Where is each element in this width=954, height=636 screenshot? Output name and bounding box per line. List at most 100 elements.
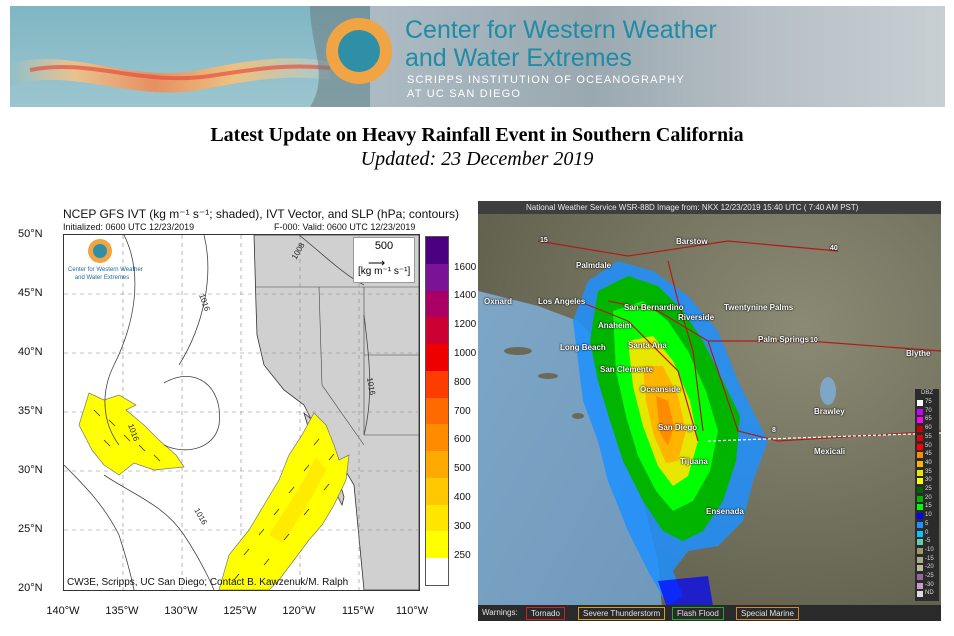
dbz-legend-row: 70 bbox=[917, 408, 937, 415]
reference-vector-value: 500 bbox=[374, 240, 394, 252]
city-label: Anaheim bbox=[598, 321, 632, 330]
dbz-legend-row: -15 bbox=[917, 556, 937, 563]
slp-contour-label: 1016 bbox=[197, 293, 212, 313]
warning-severe-thunderstorm: Severe Thunderstorm bbox=[578, 607, 666, 620]
dbz-value-label: 60 bbox=[925, 425, 932, 432]
dbz-color-swatch bbox=[917, 434, 923, 441]
dbz-value-label: -15 bbox=[925, 555, 934, 562]
dbz-color-swatch bbox=[917, 591, 923, 598]
dbz-value-label: 75 bbox=[925, 399, 932, 405]
dbz-value-label: 5 bbox=[925, 520, 929, 527]
radar-map-graphic bbox=[478, 201, 941, 621]
dbz-value-label: 45 bbox=[925, 451, 932, 458]
dbz-value-label: 15 bbox=[925, 503, 932, 510]
city-label: Twentynine Palms bbox=[724, 303, 794, 312]
city-label: Ensenada bbox=[706, 507, 744, 516]
dbz-value-label: -20 bbox=[925, 564, 934, 571]
city-label: Blythe bbox=[906, 349, 931, 358]
header-banner: Center for Western Weather and Water Ext… bbox=[10, 6, 945, 107]
city-label: Los Angeles bbox=[538, 297, 586, 306]
dbz-color-swatch bbox=[917, 530, 923, 537]
ivt-map-credit: CW3E, Scripps, UC San Diego; Contact B. … bbox=[67, 577, 349, 588]
warnings-label: Warnings: bbox=[482, 608, 518, 617]
dbz-value-label: 55 bbox=[925, 433, 932, 440]
dbz-legend-row: -20 bbox=[917, 564, 937, 572]
dbz-color-swatch bbox=[917, 574, 923, 580]
lon-label: 110°W bbox=[395, 605, 429, 617]
city-label: Riverside bbox=[678, 313, 715, 322]
dbz-value-label: 10 bbox=[925, 512, 932, 519]
banner-subtitle-line2: AT UC SAN DIEGO bbox=[407, 88, 522, 100]
ivt-map-plot: 1016 1008 1016 1016 1016 Center for West… bbox=[63, 234, 420, 591]
ivt-valid-time: F-000: Valid: 0600 UTC 12/23/2019 bbox=[274, 222, 416, 232]
dbz-legend-row: 10 bbox=[917, 512, 937, 520]
dbz-value-label: -30 bbox=[925, 581, 934, 588]
colorbar-segment bbox=[426, 370, 448, 398]
ivt-forecast-map: NCEP GFS IVT (kg m⁻¹ s⁻¹; shaded), IVT V… bbox=[0, 201, 476, 631]
dbz-color-swatch bbox=[917, 495, 923, 502]
lon-label: 125°W bbox=[223, 605, 257, 617]
dbz-legend-row: 20 bbox=[917, 495, 937, 502]
colorbar-segment bbox=[426, 344, 448, 371]
dbz-color-swatch bbox=[917, 547, 923, 554]
lon-label: 140°W bbox=[46, 605, 80, 617]
colorbar-segment bbox=[426, 477, 448, 505]
city-label: Brawley bbox=[814, 407, 845, 416]
city-label: Palmdale bbox=[576, 261, 612, 270]
dbz-value-label: 70 bbox=[925, 407, 932, 414]
ivt-vectors bbox=[93, 409, 335, 581]
reference-vector-unit: [kg m⁻¹ s⁻¹] bbox=[358, 266, 411, 277]
highway-shield: 15 bbox=[540, 237, 548, 244]
lon-label: 135°W bbox=[105, 605, 139, 617]
banner-subtitle-line1: SCRIPPS INSTITUTION OF OCEANOGRAPHY bbox=[407, 74, 685, 86]
city-label: San Clemente bbox=[600, 365, 653, 374]
dbz-legend-row: 45 bbox=[917, 451, 937, 459]
warning-tornado: Tornado bbox=[526, 607, 565, 620]
dbz-value-label: 20 bbox=[925, 494, 932, 501]
dbz-color-swatch bbox=[917, 504, 923, 511]
ivt-map-graphic: 1016 1008 1016 1016 1016 bbox=[64, 235, 419, 590]
dbz-legend-row: 40 bbox=[917, 460, 937, 467]
warning-special-marine: Special Marine bbox=[736, 607, 799, 620]
dbz-legend-row: 25 bbox=[917, 486, 937, 493]
warning-flash-flood: Flash Flood bbox=[672, 607, 724, 620]
dbz-color-swatch bbox=[917, 556, 923, 563]
dbz-color-swatch bbox=[917, 417, 923, 424]
colorbar-segment bbox=[426, 558, 448, 585]
dbz-color-swatch bbox=[917, 443, 923, 450]
dbz-value-label: -10 bbox=[925, 546, 934, 553]
page-headline: Latest Update on Heavy Rainfall Event in… bbox=[210, 124, 744, 146]
dbz-legend-row: 75 bbox=[917, 399, 937, 406]
dbz-legend-row: 30 bbox=[917, 477, 937, 485]
colorbar-label: 800 bbox=[454, 377, 471, 388]
reference-vector-box: 500 ⟶ [kg m⁻¹ s⁻¹] bbox=[353, 237, 415, 283]
city-label: Mexicali bbox=[814, 447, 846, 456]
dbz-color-swatch bbox=[917, 452, 923, 459]
colorbar-segment bbox=[426, 397, 448, 425]
dbz-value-label: 30 bbox=[925, 477, 932, 484]
colorbar-segment bbox=[426, 237, 448, 264]
radar-header: National Weather Service WSR-88D Image f… bbox=[478, 201, 941, 214]
dbz-legend-row: 15 bbox=[917, 503, 937, 511]
colorbar-label: 600 bbox=[454, 434, 471, 445]
dbz-color-swatch bbox=[917, 460, 923, 467]
colorbar-segment bbox=[426, 504, 448, 532]
dbz-legend-row: -10 bbox=[917, 547, 937, 554]
arrow-right-icon: ⟶ bbox=[368, 256, 386, 270]
lon-label: 130°W bbox=[164, 605, 198, 617]
nws-radar-image: National Weather Service WSR-88D Image f… bbox=[478, 201, 941, 621]
city-label: Palm Springs bbox=[758, 335, 810, 344]
map-logo-text-line1: Center for Western Weather bbox=[68, 267, 143, 273]
dbz-value-label: 65 bbox=[925, 416, 932, 423]
colorbar-segment bbox=[426, 290, 448, 318]
dbz-legend-row: 5 bbox=[917, 521, 937, 528]
dbz-legend-row: 60 bbox=[917, 425, 937, 433]
slp-contour-label: 1016 bbox=[192, 507, 209, 527]
dbz-value-label: 0 bbox=[925, 529, 929, 536]
colorbar-segment bbox=[426, 451, 448, 478]
ivt-colorbar bbox=[425, 236, 449, 586]
colorbar-label: 1200 bbox=[454, 319, 477, 330]
lon-label: 120°W bbox=[282, 605, 316, 617]
dbz-color-swatch bbox=[917, 521, 923, 528]
updated-date: Updated: 23 December 2019 bbox=[360, 148, 594, 170]
